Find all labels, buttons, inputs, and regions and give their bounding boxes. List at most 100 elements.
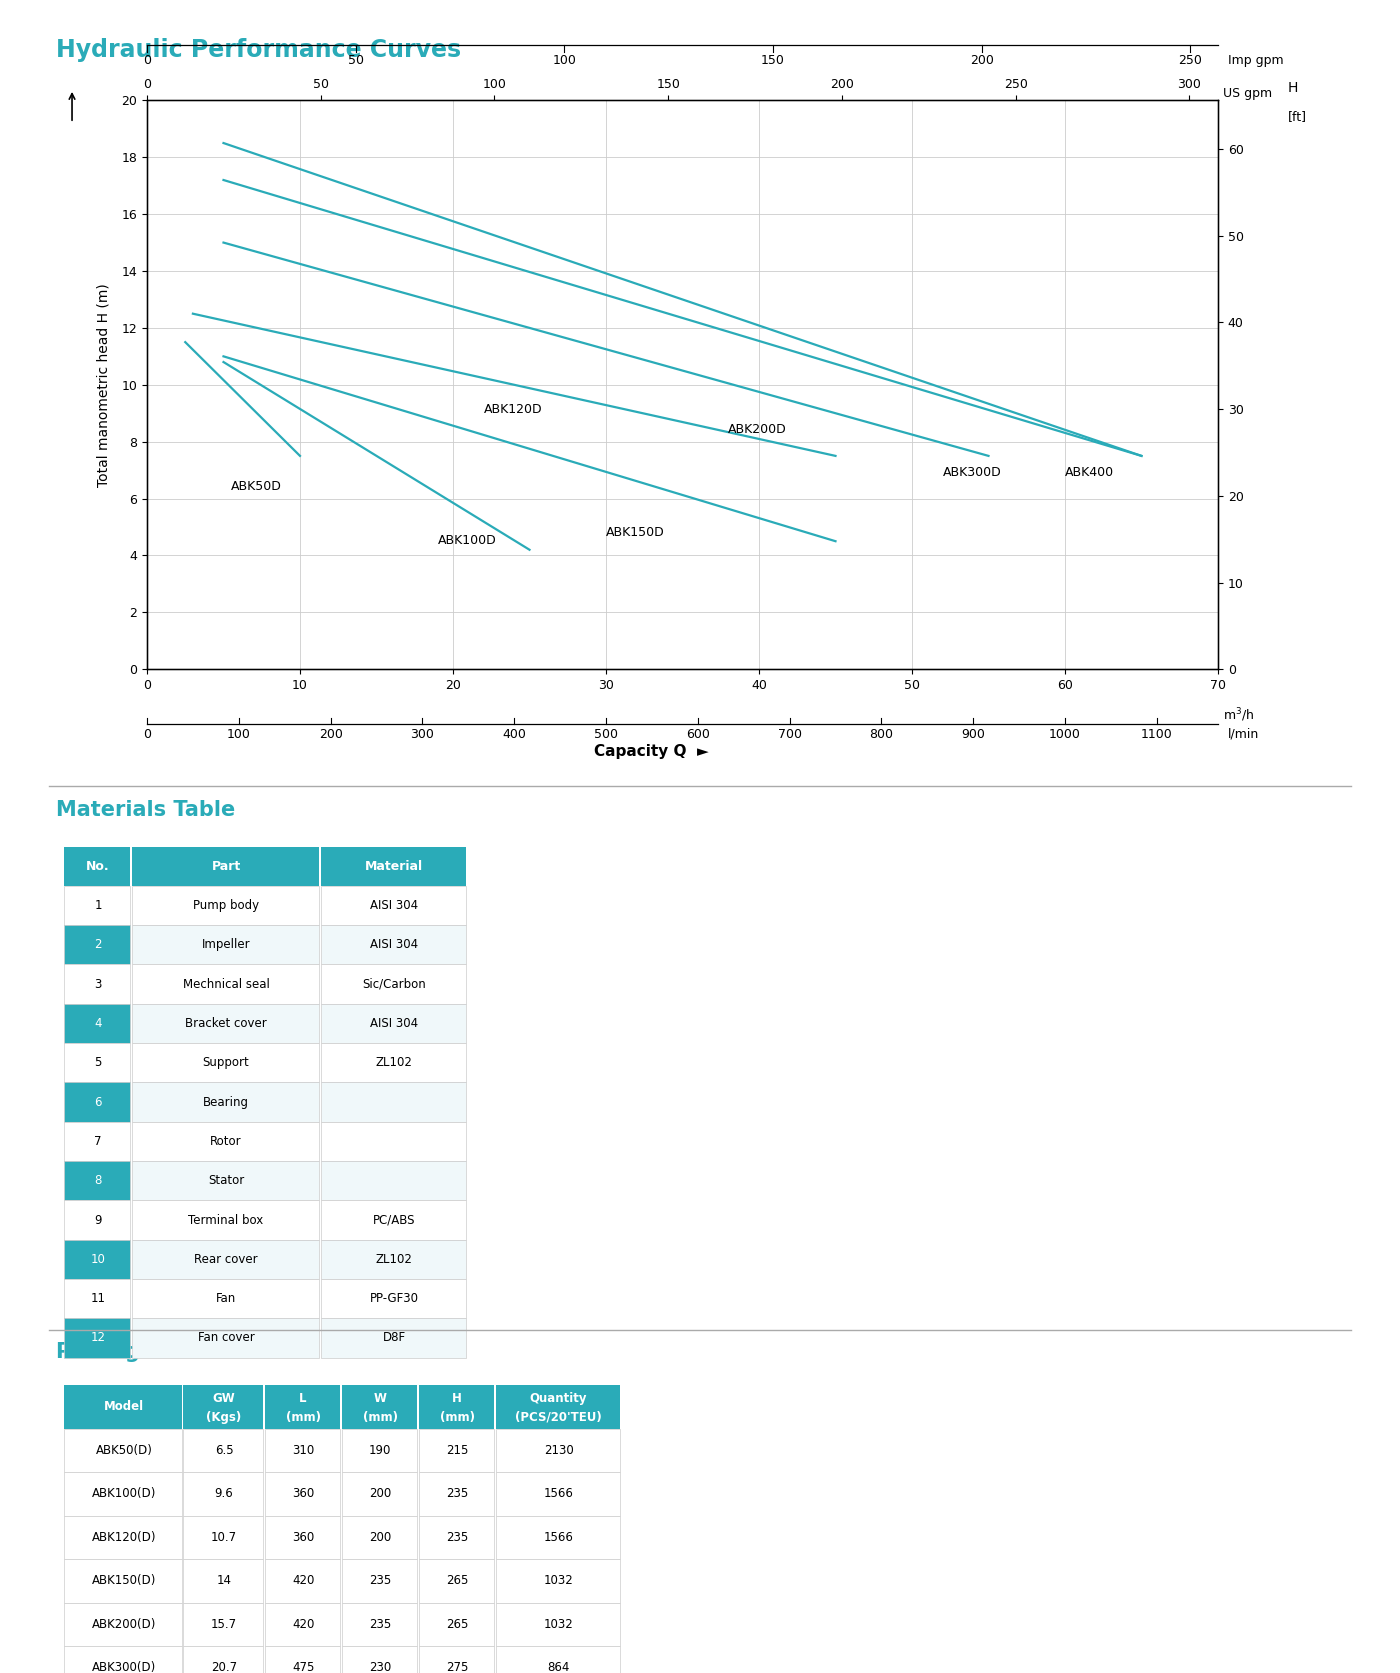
Text: 200: 200 [370, 1487, 391, 1501]
Text: W: W [374, 1392, 386, 1405]
Text: 1000: 1000 [1049, 728, 1081, 741]
Text: ABK100(D): ABK100(D) [92, 1487, 155, 1501]
Text: ABK50D: ABK50D [231, 480, 281, 494]
Text: 215: 215 [447, 1444, 468, 1457]
Text: 190: 190 [370, 1444, 391, 1457]
Text: 300: 300 [410, 728, 434, 741]
Text: 6: 6 [94, 1096, 102, 1109]
Text: 4: 4 [94, 1017, 102, 1031]
Text: ZL102: ZL102 [375, 1056, 413, 1069]
Text: 1032: 1032 [543, 1618, 574, 1631]
Text: 235: 235 [370, 1618, 391, 1631]
Text: No.: No. [87, 860, 109, 873]
Text: 235: 235 [447, 1531, 468, 1544]
Text: ABK120D: ABK120D [483, 403, 542, 417]
Text: (mm): (mm) [363, 1410, 398, 1424]
Text: (mm): (mm) [440, 1410, 475, 1424]
Text: 200: 200 [970, 54, 994, 67]
Text: 15.7: 15.7 [211, 1618, 237, 1631]
Text: 7: 7 [94, 1134, 102, 1148]
Text: 100: 100 [553, 54, 577, 67]
Text: ABK120(D): ABK120(D) [91, 1531, 157, 1544]
Text: 360: 360 [293, 1531, 314, 1544]
Text: Impeller: Impeller [202, 939, 251, 952]
Text: ABK100D: ABK100D [438, 534, 497, 547]
Text: (mm): (mm) [286, 1410, 321, 1424]
Y-axis label: Total manometric head H (m): Total manometric head H (m) [97, 283, 111, 487]
Text: 50: 50 [347, 54, 364, 67]
Text: l/min: l/min [1228, 728, 1259, 741]
Text: 420: 420 [293, 1574, 314, 1588]
Text: AISI 304: AISI 304 [370, 1017, 419, 1031]
Text: Support: Support [203, 1056, 249, 1069]
Text: GW: GW [213, 1392, 235, 1405]
Text: ABK150D: ABK150D [606, 525, 665, 539]
Text: H: H [452, 1392, 462, 1405]
Text: Package Information: Package Information [56, 1342, 300, 1362]
Text: Rear cover: Rear cover [195, 1253, 258, 1266]
Text: 265: 265 [447, 1574, 468, 1588]
Text: L: L [300, 1392, 307, 1405]
Text: 235: 235 [447, 1487, 468, 1501]
Text: m$^3$/h: m$^3$/h [1224, 706, 1254, 724]
Text: US gpm: US gpm [1224, 87, 1273, 100]
Text: ABK300D: ABK300D [942, 465, 1001, 478]
Text: Imp gpm: Imp gpm [1228, 54, 1284, 67]
Text: PP-GF30: PP-GF30 [370, 1292, 419, 1305]
Text: Model: Model [104, 1400, 144, 1414]
Text: 1566: 1566 [543, 1487, 574, 1501]
Text: ABK300(D): ABK300(D) [92, 1661, 155, 1673]
Text: 8: 8 [94, 1174, 102, 1188]
Text: 500: 500 [594, 728, 617, 741]
Text: Fan cover: Fan cover [197, 1332, 255, 1345]
Text: [ft]: [ft] [1288, 110, 1306, 124]
Text: Quantity: Quantity [529, 1392, 588, 1405]
Text: 0: 0 [143, 728, 151, 741]
Text: 14: 14 [217, 1574, 231, 1588]
Text: (Kgs): (Kgs) [206, 1410, 242, 1424]
Text: 400: 400 [503, 728, 526, 741]
Text: 1032: 1032 [543, 1574, 574, 1588]
Text: AISI 304: AISI 304 [370, 939, 419, 952]
Text: 700: 700 [777, 728, 802, 741]
Text: Stator: Stator [209, 1174, 244, 1188]
Text: 800: 800 [869, 728, 893, 741]
Text: ABK400: ABK400 [1065, 465, 1114, 478]
Text: Materials Table: Materials Table [56, 800, 235, 820]
Text: H: H [1288, 80, 1298, 95]
Text: 20.7: 20.7 [211, 1661, 237, 1673]
Text: 1100: 1100 [1141, 728, 1173, 741]
Text: Terminal box: Terminal box [189, 1213, 263, 1226]
Text: 10: 10 [91, 1253, 105, 1266]
Text: 150: 150 [762, 54, 785, 67]
Text: Bearing: Bearing [203, 1096, 249, 1109]
Text: 900: 900 [962, 728, 986, 741]
Text: (PCS/20'TEU): (PCS/20'TEU) [515, 1410, 602, 1424]
Text: 475: 475 [293, 1661, 314, 1673]
Text: 2: 2 [94, 939, 102, 952]
Text: 250: 250 [1179, 54, 1203, 67]
Text: PC/ABS: PC/ABS [372, 1213, 416, 1226]
Text: ZL102: ZL102 [375, 1253, 413, 1266]
Text: 1: 1 [94, 898, 102, 912]
Text: 0: 0 [143, 54, 151, 67]
Text: ABK150(D): ABK150(D) [92, 1574, 155, 1588]
Text: 420: 420 [293, 1618, 314, 1631]
Text: 11: 11 [91, 1292, 105, 1305]
Text: 310: 310 [293, 1444, 314, 1457]
Text: 265: 265 [447, 1618, 468, 1631]
Text: 100: 100 [227, 728, 251, 741]
Text: 1566: 1566 [543, 1531, 574, 1544]
Text: 2130: 2130 [543, 1444, 574, 1457]
Text: Pump body: Pump body [193, 898, 259, 912]
Text: 864: 864 [547, 1661, 570, 1673]
Text: 230: 230 [370, 1661, 391, 1673]
Text: Fan: Fan [216, 1292, 237, 1305]
Text: D8F: D8F [382, 1332, 406, 1345]
Text: 200: 200 [319, 728, 343, 741]
Text: ABK200D: ABK200D [728, 423, 787, 437]
Text: Part: Part [211, 860, 241, 873]
Text: 275: 275 [447, 1661, 468, 1673]
Text: Rotor: Rotor [210, 1134, 242, 1148]
Text: 3: 3 [94, 977, 102, 990]
